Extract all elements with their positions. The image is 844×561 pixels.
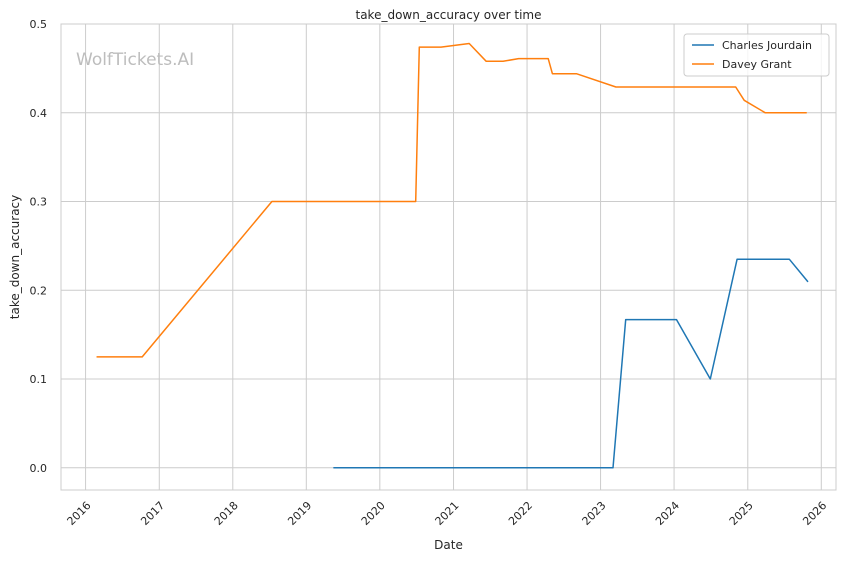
- y-axis-ticks: 0.0 0.1 0.2 0.3 0.4 0.5: [30, 18, 48, 475]
- y-tick-label: 0.3: [30, 196, 48, 209]
- legend-label: Charles Jourdain: [722, 39, 812, 52]
- y-tick-label: 0.0: [30, 462, 48, 475]
- legend: Charles Jourdain Davey Grant: [683, 33, 830, 77]
- series-lines: [96, 42, 809, 469]
- y-tick-label: 0.1: [30, 373, 48, 386]
- chart-title: take_down_accuracy over time: [356, 8, 542, 22]
- y-tick-label: 0.2: [30, 284, 48, 297]
- x-axis-title: Date: [434, 538, 463, 552]
- series-line-charles-jourdain: [333, 258, 809, 469]
- series-line-davey-grant: [96, 42, 807, 358]
- y-tick-label: 0.4: [30, 107, 48, 120]
- y-axis-title: take_down_accuracy: [8, 195, 22, 319]
- watermark: WolfTickets.AI: [76, 50, 194, 70]
- legend-label: Davey Grant: [722, 58, 792, 71]
- y-tick-label: 0.5: [30, 18, 48, 31]
- legend-box: [683, 33, 830, 77]
- plot-area-frame: [60, 23, 837, 491]
